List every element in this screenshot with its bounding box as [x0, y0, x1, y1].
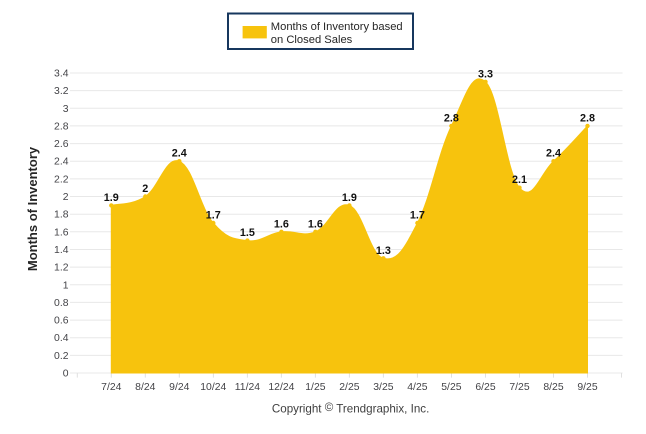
svg-text:2.2: 2.2: [54, 174, 69, 185]
svg-text:1.9: 1.9: [342, 192, 357, 204]
svg-text:0: 0: [63, 369, 69, 380]
svg-text:0.4: 0.4: [54, 333, 69, 344]
svg-text:0.2: 0.2: [54, 351, 69, 362]
svg-text:10/24: 10/24: [200, 382, 226, 393]
svg-text:1.6: 1.6: [274, 218, 289, 230]
svg-text:11/24: 11/24: [235, 382, 260, 393]
svg-text:0.6: 0.6: [54, 316, 69, 327]
svg-text:7/24: 7/24: [101, 382, 121, 393]
svg-text:3: 3: [63, 104, 69, 115]
svg-text:Months of Inventory based: Months of Inventory based: [271, 21, 403, 33]
svg-text:2/25: 2/25: [339, 382, 359, 393]
svg-text:2.6: 2.6: [54, 139, 69, 150]
svg-text:9/25: 9/25: [577, 382, 597, 393]
svg-text:Months of Inventory: Months of Inventory: [25, 146, 40, 271]
svg-text:3.4: 3.4: [54, 69, 69, 80]
svg-text:2: 2: [63, 192, 69, 203]
svg-text:3/25: 3/25: [373, 382, 393, 393]
svg-text:2: 2: [142, 183, 148, 195]
svg-text:3.2: 3.2: [54, 86, 69, 97]
svg-text:9/24: 9/24: [169, 382, 189, 393]
svg-text:2.4: 2.4: [54, 157, 69, 168]
svg-text:1.4: 1.4: [54, 245, 69, 256]
svg-text:1: 1: [63, 280, 69, 291]
svg-text:1.6: 1.6: [308, 218, 323, 230]
svg-text:3.3: 3.3: [478, 68, 493, 80]
svg-text:7/25: 7/25: [509, 382, 529, 393]
svg-text:1.3: 1.3: [376, 245, 391, 257]
svg-text:6/25: 6/25: [475, 382, 495, 393]
svg-text:2.8: 2.8: [580, 112, 595, 124]
svg-text:1.7: 1.7: [410, 210, 425, 222]
svg-text:1.9: 1.9: [104, 192, 119, 204]
svg-text:1.5: 1.5: [240, 227, 255, 239]
svg-text:8/24: 8/24: [135, 382, 155, 393]
svg-text:2.1: 2.1: [512, 174, 527, 186]
svg-text:4/25: 4/25: [407, 382, 427, 393]
svg-text:2.8: 2.8: [444, 112, 459, 124]
svg-text:1.8: 1.8: [54, 210, 69, 221]
svg-text:2.4: 2.4: [172, 148, 187, 160]
svg-text:5/25: 5/25: [441, 382, 461, 393]
svg-text:on Closed Sales: on Closed Sales: [271, 34, 353, 46]
svg-text:2.4: 2.4: [546, 148, 561, 160]
svg-text:1/25: 1/25: [305, 382, 325, 393]
svg-text:12/24: 12/24: [268, 382, 294, 393]
svg-text:Copyright © Trendgraphix, Inc.: Copyright © Trendgraphix, Inc.: [272, 401, 429, 416]
svg-text:2.8: 2.8: [54, 121, 69, 132]
svg-text:8/25: 8/25: [543, 382, 563, 393]
svg-text:1.7: 1.7: [206, 210, 221, 222]
svg-text:1.6: 1.6: [54, 227, 69, 238]
svg-text:0.8: 0.8: [54, 298, 69, 309]
svg-text:1.2: 1.2: [54, 263, 69, 274]
